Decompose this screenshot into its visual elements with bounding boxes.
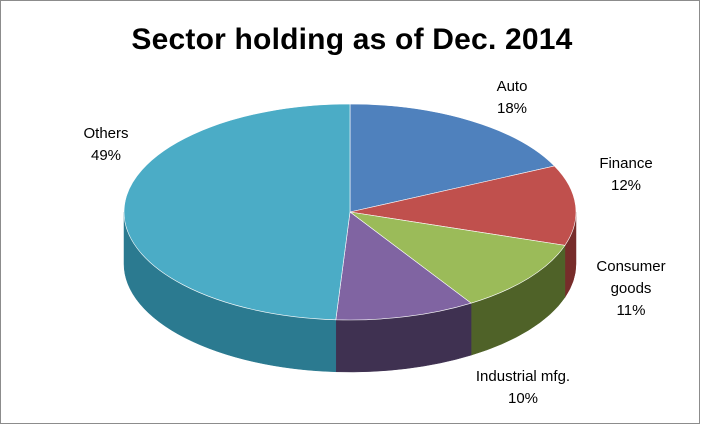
- slice-percent-label-2: 11%: [617, 302, 646, 319]
- slice-label-1-0: Finance: [599, 155, 652, 172]
- pie-tops: [123, 103, 577, 321]
- slice-label-0-0: Auto: [497, 78, 528, 95]
- pie-slice-0: [349, 103, 556, 213]
- slice-percent-label-0: 18%: [497, 100, 527, 117]
- slice-label-3-0: Industrial mfg.: [476, 368, 570, 385]
- pie-labels: Auto 18% Finance 12% Consumer goods 11% Industr…: [83, 78, 665, 407]
- pie-slice-3: [335, 211, 472, 321]
- slice-label-2-0: Consumer: [596, 258, 665, 275]
- slice-percent-label-4: 49%: [91, 147, 121, 164]
- pie-slice-1: [349, 165, 577, 246]
- slice-label-2-1: goods: [611, 280, 652, 297]
- pie-slice-4: [123, 103, 351, 321]
- slice-percent-label-3: 10%: [508, 390, 538, 407]
- slice-percent-label-1: 12%: [611, 177, 641, 194]
- chart-title: Sector holding as of Dec. 2014: [131, 23, 573, 56]
- slice-label-4-0: Others: [83, 125, 128, 142]
- pie-sides: [123, 211, 577, 373]
- pie-slice-2: [349, 211, 566, 304]
